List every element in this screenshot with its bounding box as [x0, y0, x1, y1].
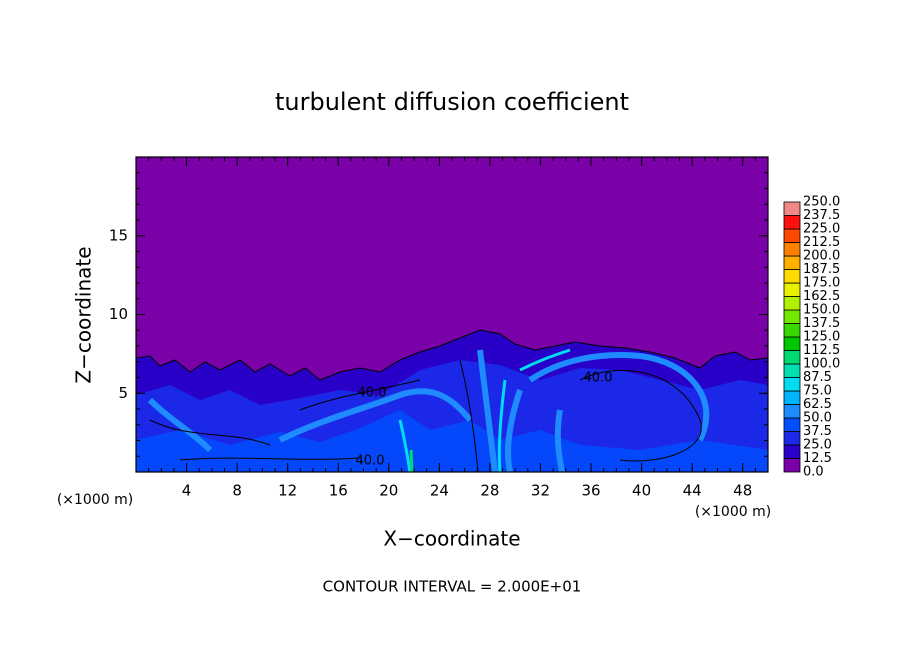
colorbar-box: [783, 309, 801, 324]
colorbar-box: [783, 431, 801, 446]
colorbar-box: [783, 444, 801, 459]
colorbar-box: [783, 404, 801, 419]
colorbar-label: 100.0: [803, 357, 840, 372]
colorbar-box: [783, 323, 801, 338]
x-tick-label: 28: [480, 482, 499, 500]
colorbar-box: [783, 363, 801, 378]
colorbar-label: 0.0: [803, 465, 824, 480]
x-tick-label: 44: [683, 482, 702, 500]
footer: CONTOUR INTERVAL = 2.000E+01: [323, 578, 582, 596]
colorbar-label: 150.0: [803, 303, 840, 318]
colorbar-box: [783, 458, 801, 473]
colorbar-label: 175.0: [803, 276, 840, 291]
colorbar-box: [783, 201, 801, 216]
x-axis-label: X−coordinate: [383, 527, 520, 551]
colorbar-box: [783, 228, 801, 243]
x-tick-label: 48: [733, 482, 752, 500]
colorbar-box: [783, 417, 801, 432]
x-unit-label: (×1000 m): [57, 492, 133, 508]
x-tick-label: 36: [581, 482, 600, 500]
y-tick-label: 15: [109, 226, 128, 244]
colorbar-label: 87.5: [803, 370, 832, 385]
x-tick-label: 8: [232, 482, 242, 500]
x-tick-label: 12: [278, 482, 297, 500]
colorbar-box: [783, 296, 801, 311]
colorbar-label: 50.0: [803, 411, 832, 426]
colorbar-box: [783, 255, 801, 270]
x-tick-label: 40: [632, 482, 651, 500]
colorbar-label: 112.5: [803, 343, 840, 358]
colorbar-label: 237.5: [803, 208, 840, 223]
x-tick-label: 4: [182, 482, 192, 500]
colorbar-label: 225.0: [803, 222, 840, 237]
colorbar-box: [783, 390, 801, 405]
contour-label: 40.0: [356, 454, 385, 469]
chart-title: turbulent diffusion coefficient: [275, 88, 629, 116]
x-unit-label: (×1000 m): [695, 504, 771, 520]
colorbar-label: 200.0: [803, 249, 840, 264]
colorbar-label: 62.5: [803, 397, 832, 412]
colorbar-label: 187.5: [803, 262, 840, 277]
contour-label: 40.0: [358, 386, 387, 401]
colorbar-box: [783, 282, 801, 297]
colorbar-label: 125.0: [803, 330, 840, 345]
y-tick-label: 5: [118, 384, 128, 402]
colorbar-label: 75.0: [803, 384, 832, 399]
colorbar-box: [783, 242, 801, 257]
y-tick-label: 10: [109, 305, 128, 323]
colorbar-label: 37.5: [803, 424, 832, 439]
colorbar-label: 12.5: [803, 451, 832, 466]
x-tick-label: 16: [329, 482, 348, 500]
colorbar-box: [783, 350, 801, 365]
colorbar-box: [783, 215, 801, 230]
colorbar-label: 162.5: [803, 289, 840, 304]
colorbar-label: 250.0: [803, 195, 840, 210]
colorbar-label: 212.5: [803, 235, 840, 250]
x-tick-label: 24: [430, 482, 449, 500]
colorbar-box: [783, 269, 801, 284]
x-tick-label: 20: [379, 482, 398, 500]
colorbar-label: 25.0: [803, 438, 832, 453]
field: [136, 157, 768, 472]
colorbar-box: [783, 377, 801, 392]
y-axis-label: Z−coordinate: [72, 246, 96, 383]
contour-label: 40.0: [584, 371, 613, 386]
x-tick-label: 32: [531, 482, 550, 500]
colorbar-label: 137.5: [803, 316, 840, 331]
colorbar-box: [783, 336, 801, 351]
